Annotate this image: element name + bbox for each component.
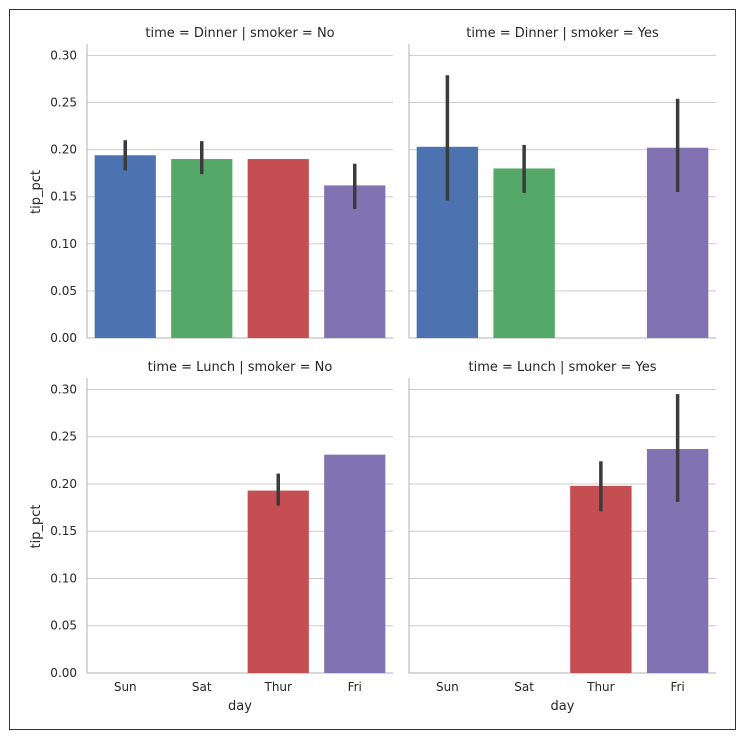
panel-title: time = Dinner | smoker = No bbox=[145, 26, 334, 41]
figure-frame: time = Dinner | smoker = No 0.00 0.05 0.10 0… bbox=[9, 9, 736, 730]
y-tick-label: 0.10 bbox=[50, 237, 77, 251]
y-tick-label: 0.25 bbox=[50, 430, 77, 444]
x-tick-label: Thur bbox=[586, 680, 615, 694]
y-tick-label: 0.10 bbox=[50, 571, 77, 585]
x-tick-label: Thur bbox=[264, 680, 293, 694]
y-axis-label: tip_pct bbox=[29, 170, 44, 214]
x-tick-label: Sun bbox=[114, 680, 137, 694]
bar-sat bbox=[493, 168, 555, 338]
x-tick-label: Sun bbox=[436, 680, 459, 694]
y-tick-label: 0.00 bbox=[50, 666, 77, 680]
y-tick-label: 0.05 bbox=[50, 619, 77, 633]
bar-fri bbox=[324, 185, 386, 338]
y-tick-label: 0.30 bbox=[50, 48, 77, 62]
y-tick-label: 0.25 bbox=[50, 96, 77, 110]
y-tick-label: 0.15 bbox=[50, 524, 77, 538]
x-tick-label: Fri bbox=[348, 680, 362, 694]
facet-bar-chart: time = Dinner | smoker = No 0.00 0.05 0.10 0… bbox=[29, 26, 716, 714]
x-tick-label: Sat bbox=[192, 680, 212, 694]
bar-thur bbox=[247, 490, 309, 673]
bar-sun bbox=[94, 155, 156, 338]
panel-title: time = Lunch | smoker = No bbox=[148, 360, 333, 375]
x-tick-label: Fri bbox=[670, 680, 684, 694]
bar-fri bbox=[324, 454, 386, 673]
panel-title: time = Dinner | smoker = Yes bbox=[466, 26, 659, 41]
y-tick-label: 0.05 bbox=[50, 284, 77, 298]
x-axis-label: day bbox=[228, 699, 252, 714]
panel-title: time = Lunch | smoker = Yes bbox=[469, 360, 657, 375]
y-tick-label: 0.20 bbox=[50, 477, 77, 491]
x-tick-label: Sat bbox=[514, 680, 534, 694]
y-axis-label: tip_pct bbox=[29, 505, 44, 549]
y-tick-label: 0.20 bbox=[50, 143, 77, 157]
y-tick-label: 0.15 bbox=[50, 190, 77, 204]
bar-thur bbox=[247, 159, 309, 338]
y-tick-label: 0.30 bbox=[50, 382, 77, 396]
y-tick-label: 0.00 bbox=[50, 331, 77, 345]
x-axis-label: day bbox=[551, 699, 575, 714]
bar-sat bbox=[171, 159, 233, 338]
bar-thur bbox=[570, 485, 632, 673]
